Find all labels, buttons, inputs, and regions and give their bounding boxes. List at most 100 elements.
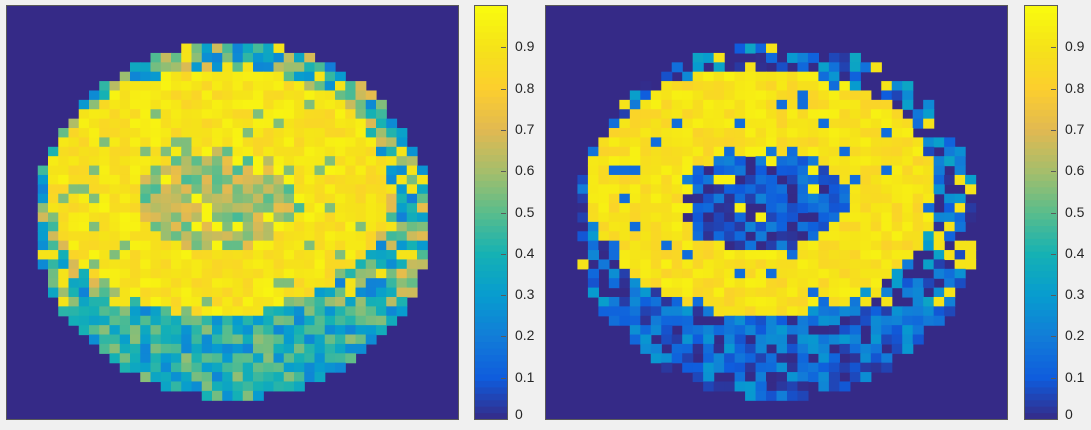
heatmap-cell [335, 353, 346, 364]
heatmap-cell [661, 146, 673, 157]
heatmap-cell [242, 390, 254, 401]
colorbar-segment [475, 6, 507, 14]
heatmap-cell [273, 165, 285, 176]
heatmap-cell [232, 52, 244, 63]
heatmap-cell [839, 325, 851, 336]
heatmap-cell [314, 109, 326, 120]
heatmap-cell [766, 306, 778, 317]
heatmap-cell [160, 203, 172, 214]
heatmap-cell [786, 381, 799, 392]
heatmap-cell [150, 259, 162, 270]
heatmap-cell [713, 259, 725, 270]
heatmap-cell [755, 109, 767, 120]
heatmap-cell [355, 90, 367, 101]
heatmap-cell [692, 296, 704, 307]
heatmap-cell [99, 296, 111, 307]
heatmap-cell [755, 278, 767, 289]
heatmap-cell [692, 221, 704, 232]
heatmap-cell [881, 146, 893, 157]
heatmap-cell [755, 90, 767, 101]
heatmap-cell [849, 325, 861, 336]
heatmap-cell [734, 118, 746, 129]
heatmap-cell [273, 43, 285, 54]
heatmap-cell [130, 62, 141, 73]
heatmap-cell [608, 278, 620, 289]
heatmap-cell [376, 193, 387, 204]
heatmap-cell [119, 193, 131, 204]
heatmap-cell [776, 62, 788, 73]
heatmap-cell [201, 90, 213, 101]
heatmap-cell [253, 343, 264, 354]
heatmap-cell [181, 128, 193, 139]
heatmap-cell [839, 165, 851, 176]
heatmap-cell [619, 250, 631, 261]
heatmap-cell [396, 165, 408, 176]
heatmap-cell [860, 278, 872, 289]
heatmap-cell [417, 240, 428, 251]
heatmap-cell [944, 146, 956, 157]
heatmap-cell [386, 287, 398, 298]
heatmap-cell [212, 268, 223, 279]
heatmap-cell [745, 381, 757, 392]
heatmap-cell [324, 221, 336, 232]
heatmap-cell [860, 240, 872, 251]
heatmap-cell [406, 231, 418, 242]
heatmap-cell [109, 184, 121, 195]
heatmap-cell [181, 81, 193, 92]
colorbar-segment [475, 225, 507, 233]
heatmap-cell [849, 231, 861, 242]
heatmap-cell [37, 259, 49, 270]
heatmap-cell [58, 184, 70, 195]
heatmap-cell [807, 184, 820, 195]
heatmap-cell [37, 221, 49, 232]
heatmap-cell [406, 174, 418, 185]
heatmap-cell [902, 174, 914, 185]
colorbar-segment [1025, 70, 1057, 78]
heatmap-cell [304, 372, 316, 383]
heatmap-cell [191, 315, 203, 326]
heatmap-cell [376, 325, 387, 336]
heatmap-cell [119, 184, 131, 195]
heatmap-cell [222, 184, 234, 195]
heatmap-cell [212, 306, 223, 317]
heatmap-cell [755, 212, 767, 223]
heatmap-cell [406, 156, 418, 167]
heatmap-cell [860, 306, 872, 317]
heatmap-cell [818, 71, 830, 82]
heatmap-cell [365, 259, 377, 270]
heatmap-cell [376, 156, 387, 167]
heatmap-cell [891, 315, 903, 326]
heatmap-cell [191, 306, 203, 317]
heatmap-cell [314, 81, 326, 92]
heatmap-cell [619, 296, 631, 307]
heatmap-cell [283, 315, 295, 326]
heatmap-cell [671, 343, 683, 354]
heatmap-cell [713, 62, 725, 73]
heatmap-cell [734, 165, 746, 176]
heatmap-cell [849, 81, 861, 92]
heatmap-cell [345, 174, 357, 185]
heatmap-cell [713, 203, 725, 214]
heatmap-cell [68, 287, 80, 298]
heatmap-cell [734, 259, 746, 270]
heatmap-cell [160, 315, 172, 326]
colorbar-segment [1025, 109, 1057, 117]
heatmap-cell [335, 221, 346, 232]
heatmap-cell [99, 174, 111, 185]
heatmap-cell [283, 306, 295, 317]
heatmap-cell [191, 81, 203, 92]
colorbar-tick-mark [501, 171, 506, 173]
heatmap-cell [713, 268, 725, 279]
heatmap-cell [314, 268, 326, 279]
heatmap-cell [745, 240, 757, 251]
heatmap-cell [171, 334, 182, 345]
heatmap-cell [703, 109, 715, 120]
heatmap-cell [263, 62, 275, 73]
heatmap-cell [273, 381, 285, 392]
colorbar-segment [1025, 380, 1057, 388]
heatmap-cell [786, 137, 799, 148]
colorbar-segment [1025, 57, 1057, 65]
heatmap-cell [222, 353, 234, 364]
heatmap-cell [181, 268, 193, 279]
heatmap-cell [232, 334, 244, 345]
